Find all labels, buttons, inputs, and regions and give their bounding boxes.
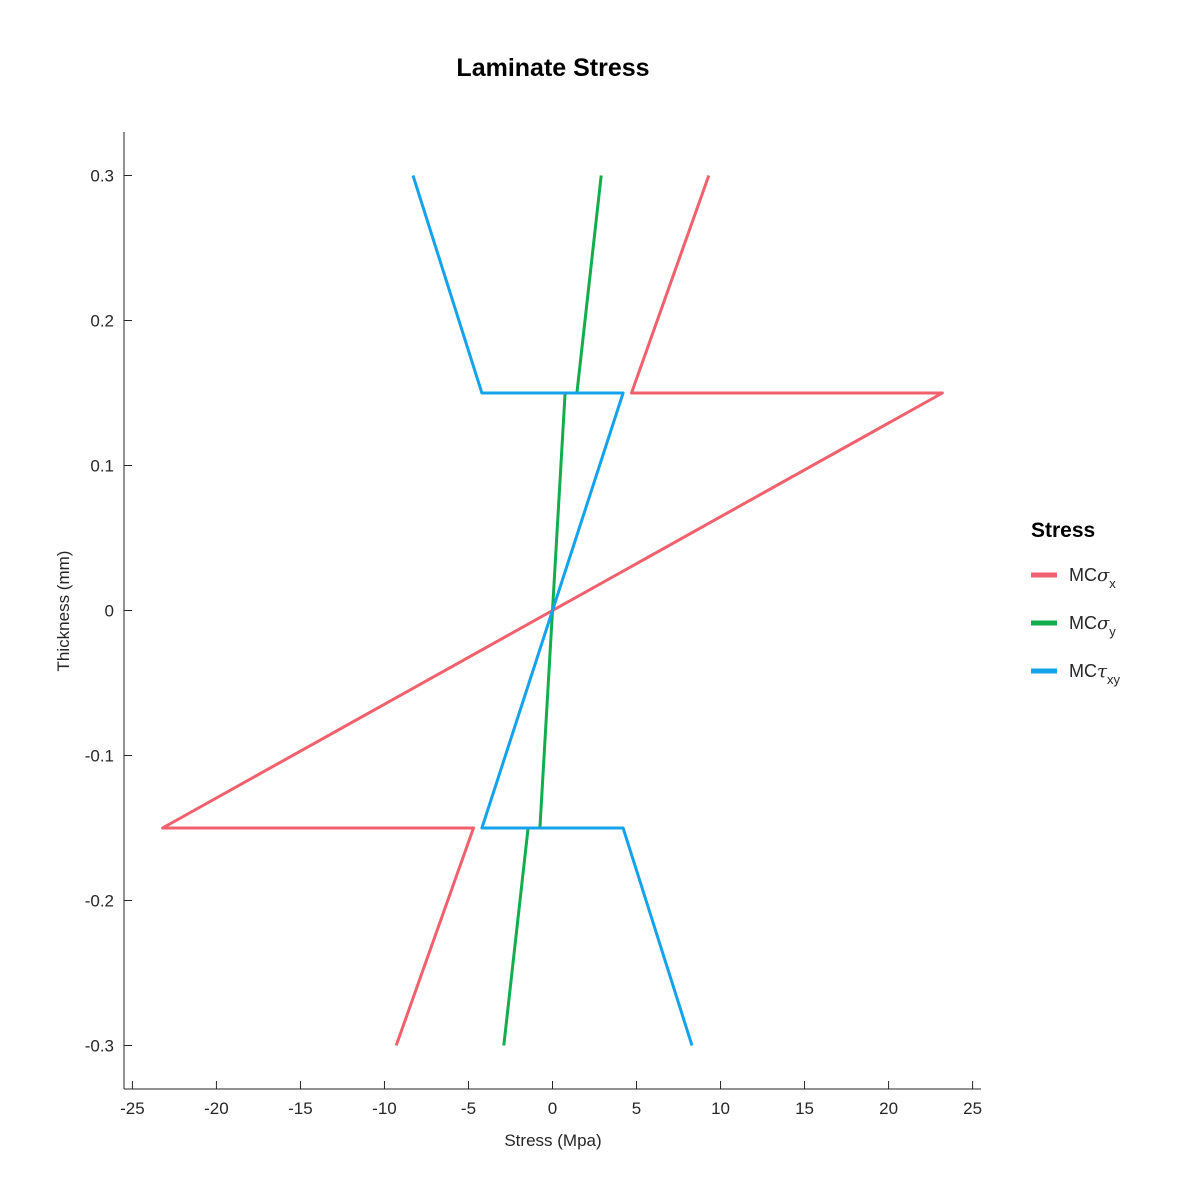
x-tick-label: -20 xyxy=(204,1099,229,1118)
x-axis-label: Stress (Mpa) xyxy=(504,1131,601,1150)
legend-label-tau-xy: MCτxy xyxy=(1069,661,1120,687)
y-tick-label: -0.1 xyxy=(85,747,114,766)
legend-title: Stress xyxy=(1031,519,1095,542)
legend: Stress MCσx MCσy MCτxy xyxy=(1031,519,1120,687)
y-tick-label: -0.3 xyxy=(85,1037,114,1056)
series-layer xyxy=(161,174,944,1047)
chart-title: Laminate Stress xyxy=(456,54,649,82)
y-tick-label: 0.2 xyxy=(90,312,114,331)
x-tick-label: 20 xyxy=(879,1099,898,1118)
y-axis-label: Thickness (mm) xyxy=(54,551,73,672)
y-tick-label: 0.3 xyxy=(90,167,114,186)
axes-layer: -25 -20 -15 -10 -5 0 5 10 15 20 25 0.3 0.2 0.1 0 -0.1 -0… xyxy=(85,132,982,1118)
x-tick-label: -25 xyxy=(120,1099,145,1118)
x-tick-label: 5 xyxy=(632,1099,641,1118)
series-line-tau-xy xyxy=(411,175,694,1046)
y-tick-label: 0 xyxy=(105,602,114,621)
x-tick-label: 10 xyxy=(711,1099,730,1118)
x-tick-label: -5 xyxy=(461,1099,476,1118)
legend-label-sigma-x: MCσx xyxy=(1069,565,1116,591)
x-tick-label: 25 xyxy=(963,1099,982,1118)
x-tick-label: 0 xyxy=(548,1099,557,1118)
x-tick-label: -15 xyxy=(288,1099,313,1118)
x-tick-label: -10 xyxy=(372,1099,397,1118)
legend-label-sigma-y: MCσy xyxy=(1069,613,1116,639)
y-tick-label: 0.1 xyxy=(90,457,114,476)
x-tick-label: 15 xyxy=(795,1099,814,1118)
y-tick-label: -0.2 xyxy=(85,892,114,911)
